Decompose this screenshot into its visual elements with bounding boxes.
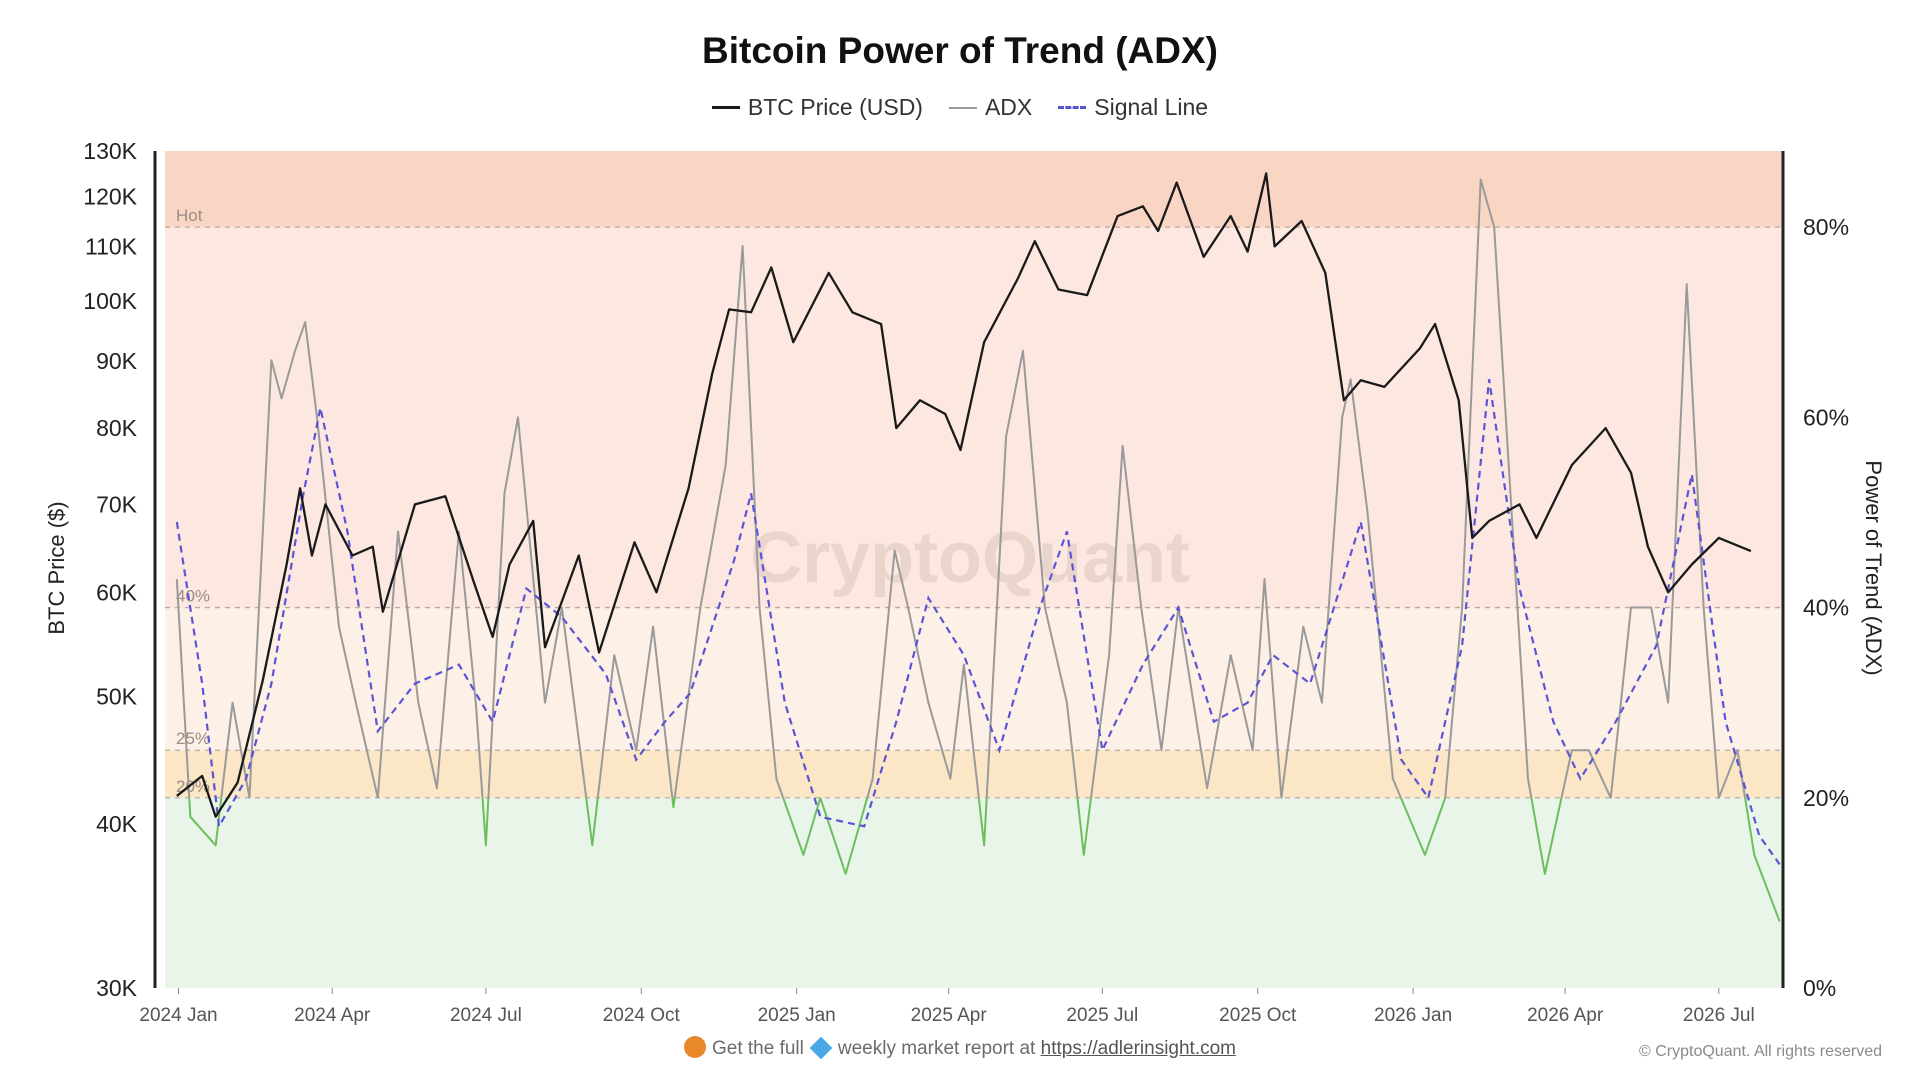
coin-icon xyxy=(683,1036,706,1058)
adx-line-segment-16 xyxy=(1090,378,1402,799)
footer-banner: Get the full weekly market report at http… xyxy=(0,1036,1920,1060)
report-link[interactable]: https://adlerinsight.com xyxy=(1040,1038,1236,1059)
footer-text-before: Get the full xyxy=(711,1038,804,1059)
threshold-label-0: Hot xyxy=(176,206,203,225)
legend-item-adx: ADX xyxy=(948,94,1033,121)
adx-line-segment-20 xyxy=(1560,283,1747,799)
right-tick-label-1: 20% xyxy=(1803,785,1849,811)
legend-item-signal: Signal Line xyxy=(1058,94,1208,121)
right-axis-title: Power of Trend (ADX) xyxy=(1861,460,1886,675)
adx-line-segment-5 xyxy=(585,797,599,847)
adx-line-segment-9 xyxy=(782,797,822,856)
btc-price-line xyxy=(176,172,1752,818)
left-tick-label-5: 80K xyxy=(96,415,138,441)
x-tick-label-9: 2026 Apr xyxy=(1527,1005,1604,1026)
adx-line-segment-15 xyxy=(1076,797,1093,856)
left-tick-label-3: 100K xyxy=(83,288,137,314)
left-axis-title: BTC Price ($) xyxy=(44,501,69,634)
adx-line-segment-17 xyxy=(1399,797,1447,856)
x-tick-label-3: 2024 Oct xyxy=(603,1005,681,1026)
left-tick-label-9: 40K xyxy=(96,811,138,837)
x-tick-label-10: 2026 Jul xyxy=(1683,1005,1755,1026)
watermark: CryptoQuant xyxy=(750,518,1190,598)
left-tick-label-2: 110K xyxy=(85,233,138,259)
left-tick-label-8: 50K xyxy=(96,683,138,709)
gem-icon xyxy=(809,1036,833,1060)
left-tick-label-7: 60K xyxy=(96,579,138,605)
left-tick-label-1: 120K xyxy=(83,184,137,210)
right-tick-label-4: 80% xyxy=(1803,214,1849,240)
x-tick-label-5: 2025 Apr xyxy=(911,1005,988,1026)
adx-line-segment-4 xyxy=(487,416,588,798)
zone-band-2 xyxy=(165,607,1783,751)
right-tick-label-3: 60% xyxy=(1803,404,1849,430)
adx-line-segment-12 xyxy=(866,549,980,799)
x-tick-label-4: 2025 Jan xyxy=(758,1005,836,1026)
x-tick-label-8: 2026 Jan xyxy=(1374,1005,1452,1026)
adx-line-segment-14 xyxy=(985,349,1079,798)
legend-label-adx: ADX xyxy=(984,94,1033,120)
adx-line-segment-8 xyxy=(673,245,785,799)
adx-line-segment-0 xyxy=(175,578,191,798)
right-tick-label-0: 0% xyxy=(1803,975,1836,1001)
adx-line-segment-6 xyxy=(596,625,674,798)
legend-item-price: BTC Price (USD) xyxy=(711,94,923,121)
adx-line-segment-7 xyxy=(671,797,676,809)
chart-legend: BTC Price (USD) ADX Signal Line xyxy=(0,94,1920,121)
left-tick-label-10: 30K xyxy=(96,975,138,1001)
left-tick-label-0: 130K xyxy=(83,138,137,164)
left-tick-label-6: 70K xyxy=(96,491,138,517)
copyright-text: © CryptoQuant. All rights reserved xyxy=(1639,1043,1882,1060)
threshold-label-2: 25% xyxy=(176,729,210,748)
right-tick-label-2: 40% xyxy=(1803,595,1849,621)
x-tick-label-1: 2024 Apr xyxy=(294,1005,371,1026)
adx-line-segment-19 xyxy=(1530,797,1563,875)
chart-title: Bitcoin Power of Trend (ADX) xyxy=(702,30,1218,71)
x-tick-label-6: 2025 Jul xyxy=(1066,1005,1138,1026)
x-tick-label-7: 2025 Oct xyxy=(1219,1005,1297,1026)
adx-line-segment-2 xyxy=(220,321,484,799)
legend-swatch-adx xyxy=(948,106,977,109)
legend-swatch-signal xyxy=(1058,106,1087,109)
adx-line-segment-3 xyxy=(481,797,490,847)
legend-swatch-price xyxy=(711,106,740,109)
zone-band-4 xyxy=(165,151,1783,228)
x-tick-label-2: 2024 Jul xyxy=(450,1005,522,1026)
adx-line-segment-11 xyxy=(819,797,869,875)
adx-line-segment-21 xyxy=(1744,797,1781,922)
zone-band-0 xyxy=(165,797,1783,988)
left-tick-label-4: 90K xyxy=(96,348,138,374)
legend-label-price: BTC Price (USD) xyxy=(747,94,923,120)
x-tick-label-0: 2024 Jan xyxy=(139,1005,217,1026)
adx-line-segment-18 xyxy=(1444,178,1533,798)
threshold-label-1: 40% xyxy=(176,587,210,606)
adx-line-segment-13 xyxy=(977,797,988,847)
footer-text-middle: weekly market report at xyxy=(837,1038,1036,1059)
legend-label-signal: Signal Line xyxy=(1094,94,1209,120)
